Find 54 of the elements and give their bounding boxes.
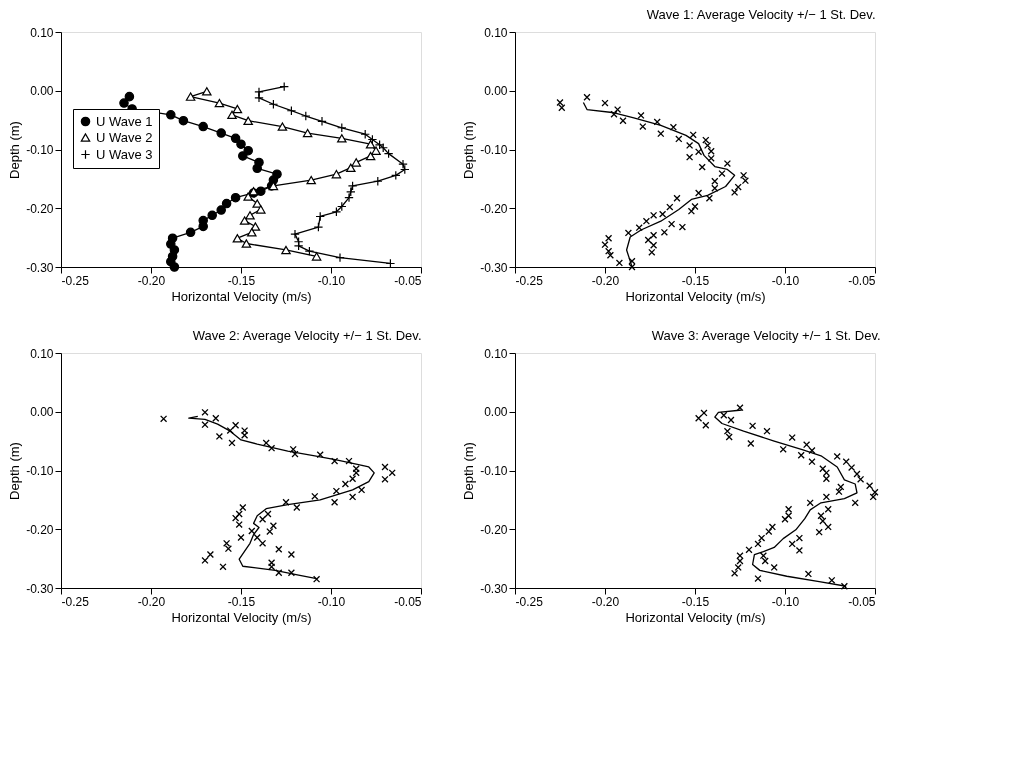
x-tick-label: -0.25 [61, 594, 90, 609]
x-axis-title: Horizontal Velocity (m/s) [171, 609, 312, 625]
x-tick-label: -0.20 [591, 594, 620, 609]
chart-title: Wave 1: Average Velocity +/− 1 St. Dev. [646, 7, 876, 22]
y-axis-title: Depth (m) [7, 121, 23, 179]
x-tick-label: -0.10 [771, 594, 800, 609]
y-tick-label: 0.10 [484, 25, 508, 40]
y-tick-label: -0.30 [26, 260, 54, 275]
y-tick-label: 0.00 [30, 84, 54, 99]
y-tick-label: -0.10 [480, 464, 508, 478]
legend-label: U Wave 1 [96, 113, 153, 129]
legend-label: U Wave 2 [96, 129, 153, 145]
x-axis-title: Horizontal Velocity (m/s) [625, 288, 766, 304]
chart-title: Wave 3: Average Velocity +/− 1 St. Dev. [651, 328, 881, 343]
x-tick-label: -0.20 [591, 273, 620, 288]
y-tick-label: -0.20 [26, 522, 54, 537]
y-tick-label: 0.00 [484, 84, 508, 99]
x-tick-label: -0.05 [848, 273, 876, 288]
y-axis-title: Depth (m) [461, 121, 477, 179]
x-axis-title: Horizontal Velocity (m/s) [625, 609, 766, 625]
x-tick-label: -0.15 [681, 594, 710, 609]
y-tick-label: -0.20 [26, 201, 54, 216]
x-tick-label: -0.05 [394, 594, 422, 609]
y-tick-label: 0.00 [30, 405, 54, 420]
x-tick-label: -0.25 [515, 594, 544, 609]
y-tick-label: -0.30 [480, 581, 508, 596]
x-tick-label: -0.15 [227, 594, 256, 609]
x-tick-label: -0.25 [515, 273, 544, 288]
x-tick-label: -0.10 [317, 273, 346, 288]
x-tick-label: -0.05 [394, 273, 422, 288]
y-axis-title: Depth (m) [7, 442, 23, 500]
y-tick-label: 0.10 [30, 25, 54, 40]
x-tick-label: -0.15 [681, 273, 710, 288]
y-tick-label: -0.20 [480, 201, 508, 216]
x-tick-label: -0.05 [848, 594, 876, 609]
y-tick-label: -0.30 [26, 581, 54, 596]
x-tick-label: -0.10 [317, 594, 346, 609]
y-tick-label: 0.10 [30, 346, 54, 361]
y-tick-label: 0.10 [484, 346, 508, 361]
x-axis-title: Horizontal Velocity (m/s) [171, 288, 312, 304]
x-tick-label: -0.10 [771, 273, 800, 288]
x-tick-label: -0.20 [137, 273, 166, 288]
y-tick-label: 0.00 [484, 405, 508, 420]
y-axis-title: Depth (m) [461, 442, 477, 500]
y-tick-label: -0.30 [480, 260, 508, 275]
chart-title: Wave 2: Average Velocity +/− 1 St. Dev. [192, 328, 422, 343]
y-tick-label: -0.10 [480, 143, 508, 157]
x-tick-label: -0.15 [227, 273, 256, 288]
y-tick-label: -0.10 [26, 143, 54, 157]
legend-label: U Wave 3 [96, 146, 153, 162]
y-tick-label: -0.20 [480, 522, 508, 537]
x-tick-label: -0.20 [137, 594, 166, 609]
x-tick-label: -0.25 [61, 273, 90, 288]
y-tick-label: -0.10 [26, 464, 54, 478]
